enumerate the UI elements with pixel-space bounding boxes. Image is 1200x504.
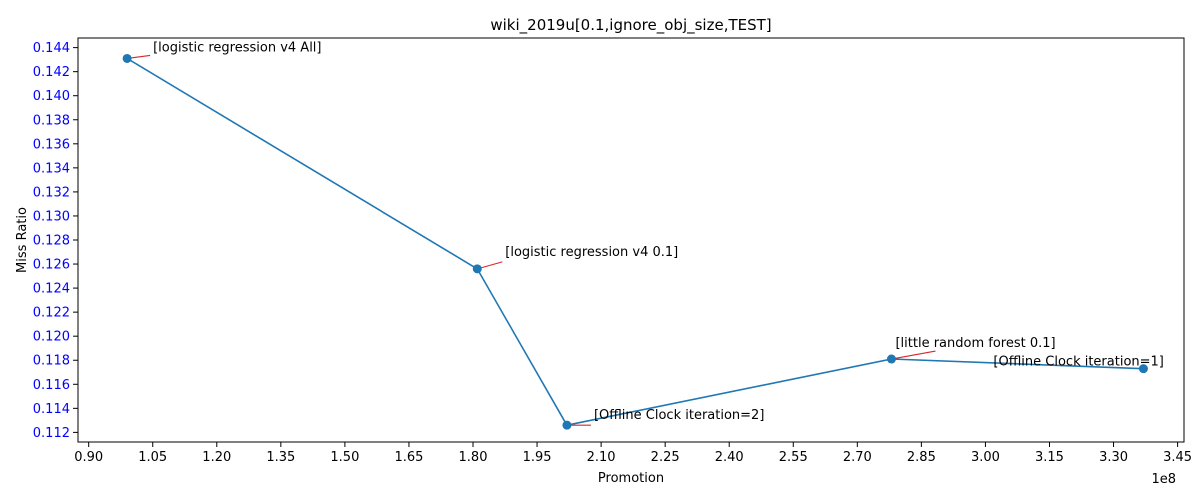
y-tick-label: 0.118 <box>33 354 70 369</box>
x-tick-label: 1.35 <box>266 450 295 465</box>
data-point <box>122 53 132 63</box>
y-tick-label: 0.140 <box>33 89 70 104</box>
y-tick-label: 0.128 <box>33 234 70 249</box>
x-tick-label: 2.85 <box>907 450 936 465</box>
x-tick-label: 2.70 <box>843 450 872 465</box>
data-label: [Offline Clock iteration=1] <box>993 355 1163 370</box>
y-tick-label: 0.122 <box>33 306 70 321</box>
y-tick-label: 0.124 <box>33 282 70 297</box>
y-tick-label: 0.134 <box>33 161 70 176</box>
x-tick-label: 1.80 <box>459 450 488 465</box>
data-label: [little random forest 0.1] <box>895 336 1055 351</box>
x-tick-label: 2.40 <box>715 450 744 465</box>
x-tick-label: 3.15 <box>1035 450 1064 465</box>
x-tick-label: 1.20 <box>202 450 231 465</box>
series-line <box>126 57 1144 427</box>
y-tick-label: 0.130 <box>33 209 70 224</box>
y-tick-label: 0.142 <box>33 65 70 80</box>
plot-frame <box>77 37 1185 443</box>
y-tick-label: 0.116 <box>33 378 70 393</box>
x-axis-offset-label: 1e8 <box>1151 472 1176 487</box>
y-tick-label: 0.114 <box>33 402 70 417</box>
data-point <box>562 420 572 430</box>
data-point <box>886 354 896 364</box>
x-tick-label: 2.10 <box>587 450 616 465</box>
x-tick-label: 1.05 <box>138 450 167 465</box>
plot-area: 0.90 1.05 1.20 1.35 1.50 1.65 1.80 1.95 2.10 2.25… <box>33 37 1192 465</box>
x-tick-label: 3.30 <box>1099 450 1128 465</box>
x-tick-label: 2.25 <box>651 450 680 465</box>
y-tick-label: 0.126 <box>33 258 70 273</box>
data-label: [logistic regression v4 0.1] <box>505 245 678 260</box>
chart-title: wiki_2019u[0.1,ignore_obj_size,TEST] <box>490 16 771 35</box>
data-label: [Offline Clock iteration=2] <box>594 408 764 423</box>
y-tick-label: 0.120 <box>33 330 70 345</box>
y-tick-label: 0.144 <box>33 41 70 56</box>
x-tick-label: 3.00 <box>971 450 1000 465</box>
annotation-arrow <box>891 350 936 360</box>
y-axis-label: Miss Ratio <box>15 207 30 273</box>
x-tick-label: 1.95 <box>523 450 552 465</box>
y-tick-label: 0.112 <box>33 426 70 441</box>
x-tick-label: 1.50 <box>330 450 359 465</box>
x-tick-label: 2.55 <box>779 450 808 465</box>
data-label: [logistic regression v4 All] <box>153 40 321 55</box>
y-tick-label: 0.136 <box>33 137 70 152</box>
data-point <box>1138 364 1148 374</box>
data-point <box>472 264 482 274</box>
x-tick-label: 1.65 <box>394 450 423 465</box>
x-tick-label: 0.90 <box>74 450 103 465</box>
x-tick-label: 3.45 <box>1163 450 1192 465</box>
y-tick-label: 0.138 <box>33 113 70 128</box>
y-tick-label: 0.132 <box>33 185 70 200</box>
x-axis-label: Promotion <box>598 471 664 486</box>
